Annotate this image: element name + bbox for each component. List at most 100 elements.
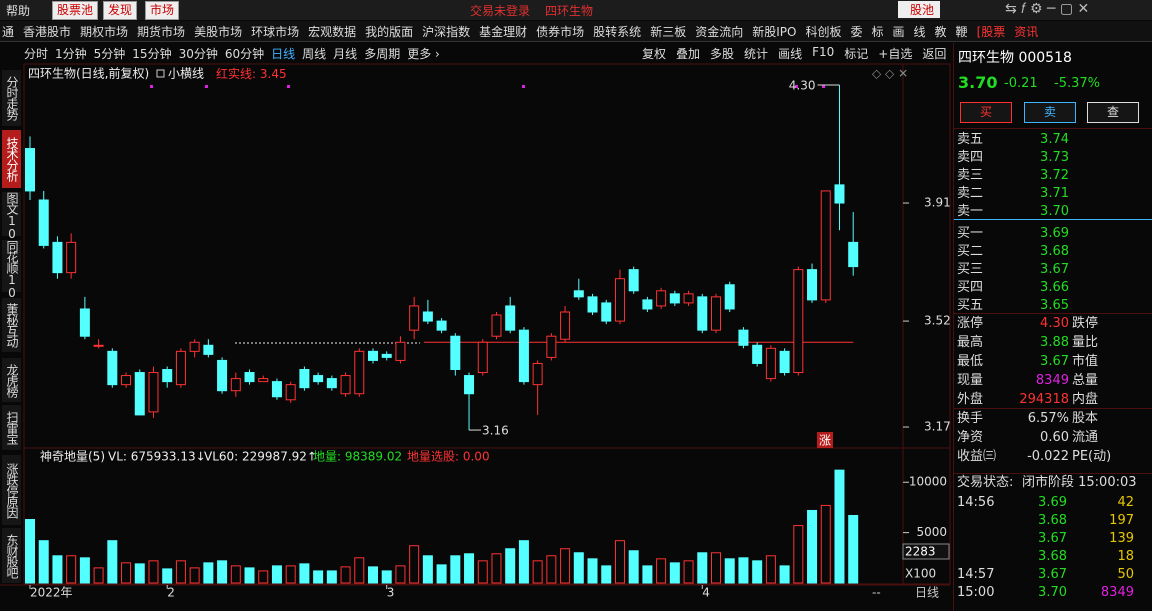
side-tab[interactable]: 分时走势 [2,70,21,126]
stat-label-2: 股本 [1072,411,1099,426]
period-tab[interactable]: 周线 [302,47,327,61]
trade-button[interactable]: 查 [1087,102,1139,123]
tool-button[interactable]: 统计 [744,47,769,61]
period-tab[interactable]: 60分钟 [224,47,265,61]
tool-button[interactable]: 返回 [922,47,947,61]
tool-button[interactable]: +自选 [878,47,913,61]
side-tab[interactable]: 董秘互动 [2,298,21,352]
tick-row: 3.67 139 [954,530,1152,548]
side-tab[interactable]: 技术分析 [2,130,21,188]
status-row: 交易状态: 闭市阶段 15:00:03 [954,474,1152,492]
tool-button[interactable]: F10 [812,45,835,59]
period-tab[interactable]: 30分钟 [178,47,218,61]
candle-body [175,350,186,386]
menu-item[interactable]: 科创板 [805,24,842,39]
order-row: 卖一 3.70 [954,203,1152,221]
candle-body [244,372,255,383]
menu-item[interactable]: 资金流向 [695,24,744,39]
stat-row: 最高 3.88 量比 [954,334,1152,352]
menu-item[interactable]: 资讯 [1014,24,1039,39]
tool-button[interactable]: 复权 [642,47,667,61]
period-tab[interactable]: 1分钟 [55,47,87,61]
order-label: 买三 [957,262,984,277]
side-tab[interactable]: 龙虎榜 [2,358,21,402]
volume-bar [491,553,502,584]
stat-label-2: 流通 [1072,430,1099,445]
side-tab[interactable]: 图文10 [2,192,21,240]
top-button[interactable]: 股票池 [52,1,99,20]
separator [954,408,1152,409]
menu-item[interactable]: 新三板 [650,24,687,39]
top-button[interactable]: 发现 [103,1,138,20]
period-tab[interactable]: 更多 › [407,47,440,61]
candle-body [614,278,625,322]
volume-bar [752,560,763,584]
tick-row: 14:57 3.67 50 [954,566,1152,584]
volume-bar [738,557,749,584]
menu-item[interactable]: 美股市场 [194,24,243,39]
icons[interactable]: ⇆ 𝑓 ⚙ ─ ▢ ✕ [1005,1,1090,17]
limit-up-label: 涨 [819,433,831,448]
help[interactable]: 帮助 [6,4,31,18]
menu-item[interactable]: 股转系统 [593,24,642,39]
order-label: 买五 [957,298,984,313]
menu-item[interactable]: 环球市场 [251,24,300,39]
order-label: 卖三 [957,168,984,183]
candle-body [820,190,831,301]
menu-item[interactable]: 鞭 [955,24,968,39]
candle-body [409,305,420,331]
menu-item[interactable]: 画 [892,24,905,39]
side-tab[interactable]: 同花顺10 [2,240,21,299]
stat-row: 换手 6.57% 股本 [954,410,1152,428]
candle-body [436,320,447,331]
menu-item[interactable]: 期货市场 [137,24,186,39]
chart-controls[interactable]: ◇ ◇ ✕ [872,67,908,81]
volume-bar [381,570,392,584]
menu-item[interactable]: 基金理财 [479,24,528,39]
menu-item[interactable]: 我的版面 [365,24,414,39]
tool-button[interactable]: 叠加 [676,47,701,61]
menu-item[interactable]: 标 [871,24,884,39]
candle-body [395,341,406,361]
menu-item[interactable]: 沪深指数 [422,24,471,39]
candle-body [368,350,378,361]
tool-button[interactable]: 画线 [778,47,803,61]
period-tab[interactable]: 15分钟 [132,47,172,61]
volume-bar [464,553,475,584]
candle-body [381,353,392,358]
top-button[interactable]: 市场 [145,1,180,20]
menu-item[interactable]: 教 [934,24,947,39]
side-tab[interactable]: 扫雷宝 [2,405,21,450]
side-tab[interactable]: 涨跌停原因 [2,455,21,525]
limit-up-badge [817,432,833,448]
candle-body [189,341,200,352]
tool-button[interactable]: 标记 [844,47,869,61]
candle-body [450,335,461,371]
candle-body [573,290,584,298]
trade-button[interactable]: 卖 [1024,102,1076,123]
period-tab[interactable]: 日线 [271,47,296,61]
period-tab[interactable]: 多周期 [364,47,401,61]
volume-bar [848,514,859,584]
order-row: 买四 3.66 [954,279,1152,297]
period-tab[interactable]: 分时 [24,47,49,61]
menu-item[interactable]: [股票 [976,24,1006,39]
tool-button[interactable]: 多股 [710,47,735,61]
side-tab[interactable]: 东财股吧 [2,528,21,583]
menu-item[interactable]: 香港股市 [23,24,72,39]
stat-label: 净资 [957,430,984,445]
pool-button[interactable]: 股池 [898,1,940,18]
period-tab[interactable]: 5分钟 [93,47,126,61]
menu-item[interactable]: 债券市场 [536,24,585,39]
order-price: 3.65 [1040,298,1069,313]
menu-item[interactable]: 新股IPO [752,24,797,39]
period-group: 分时 1分钟 5分钟 15分钟 30分钟 60分钟 日线 周线 月线 多周期 更多 › [24,45,440,62]
menu-item[interactable]: 宏观数据 [308,24,357,39]
menu-item[interactable]: 线 [913,24,926,39]
menu-item[interactable]: 通 [2,24,15,39]
menu-item[interactable]: 委 [850,24,863,39]
current-volume: 2283 [905,545,936,559]
menu-item[interactable]: 期权市场 [80,24,129,39]
period-tab[interactable]: 月线 [333,47,358,61]
trade-button[interactable]: 买 [960,102,1012,123]
